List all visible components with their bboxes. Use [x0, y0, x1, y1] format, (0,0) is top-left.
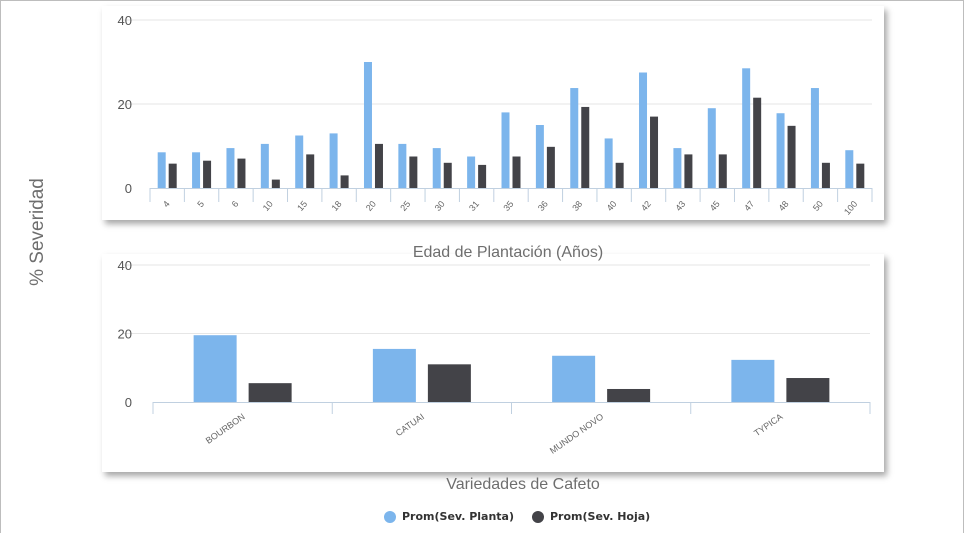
age-bar-hoja — [684, 154, 693, 188]
age-bar-planta — [329, 133, 338, 188]
variety-bar-planta — [731, 359, 775, 402]
age-bar-hoja — [237, 158, 246, 188]
age-bar-planta — [501, 112, 510, 188]
age-bar-hoja — [203, 160, 212, 188]
age-bar-planta — [776, 113, 785, 188]
age-label: 35 — [501, 199, 515, 213]
y-axis-title: % Severidad — [27, 178, 48, 286]
age-bar-planta — [363, 62, 372, 188]
age-label: 25 — [398, 199, 412, 213]
legend-marker-hoja — [532, 510, 544, 523]
variety-label: CATUAI — [394, 411, 426, 438]
age-label: 38 — [570, 199, 584, 213]
x-axis-title-age: Edad de Plantación (Años) — [412, 244, 604, 261]
age-label: 36 — [536, 199, 550, 213]
age-label: 47 — [742, 199, 756, 213]
age-bar-planta — [432, 148, 441, 188]
variety-bar-planta — [193, 335, 237, 402]
variety-bar-planta — [372, 348, 416, 402]
age-label: 10 — [261, 199, 275, 213]
age-bar-planta — [673, 148, 682, 188]
age-bar-planta — [192, 152, 201, 188]
age-bar-hoja — [409, 156, 418, 188]
age-bar-planta — [604, 138, 613, 188]
age-bar-planta — [260, 143, 269, 188]
variety-y-tick-label: 40 — [118, 258, 132, 273]
age-bar-hoja — [856, 163, 865, 188]
age-bar-hoja — [821, 162, 830, 188]
age-label: 15 — [295, 199, 309, 213]
age-label: 50 — [811, 199, 825, 213]
age-label: 45 — [708, 199, 722, 213]
variety-y-tick-label: 0 — [125, 395, 132, 410]
variety-y-tick-label: 20 — [118, 327, 132, 342]
age-bar-hoja — [512, 156, 521, 188]
legend-item-hoja[interactable]: Prom(Sev. Hoja) — [532, 510, 650, 523]
age-label: 6 — [230, 199, 241, 209]
age-bar-planta — [226, 148, 235, 188]
age-label: 43 — [673, 199, 687, 213]
age-bar-planta — [467, 156, 476, 188]
age-bar-hoja — [340, 175, 349, 188]
legend-label-hoja: Prom(Sev. Hoja) — [550, 510, 651, 523]
age-bar-planta — [157, 152, 166, 188]
age-bar-planta — [639, 72, 648, 188]
variety-bar-hoja — [607, 388, 651, 402]
age-label: 20 — [364, 199, 378, 213]
age-bar-hoja — [650, 116, 659, 188]
variety-label: BOURBON — [204, 411, 247, 445]
age-bar-hoja — [306, 154, 315, 188]
legend-marker-planta — [384, 510, 396, 523]
variety-bar-hoja — [427, 364, 471, 402]
legend-label-planta: Prom(Sev. Planta) — [402, 510, 514, 523]
variety-label: MUNDO NOVO — [548, 411, 605, 455]
legend-item-planta[interactable]: Prom(Sev. Planta) — [384, 510, 514, 523]
age-bar-hoja — [581, 106, 590, 188]
age-bar-hoja — [753, 97, 762, 188]
variety-bar-hoja — [248, 383, 292, 402]
variety-label: TYPICA — [752, 411, 784, 438]
variety-bar-hoja — [786, 378, 830, 402]
age-y-tick-label: 0 — [125, 181, 132, 196]
age-label: 40 — [605, 199, 619, 213]
age-bar-hoja — [718, 154, 727, 188]
age-bar-hoja — [615, 162, 624, 188]
variety-bar-planta — [552, 355, 596, 402]
age-label: 18 — [330, 199, 344, 213]
age-bar-planta — [742, 68, 751, 188]
age-y-tick-label: 20 — [118, 97, 132, 112]
age-bar-planta — [295, 135, 304, 188]
legend: Prom(Sev. Planta) Prom(Sev. Hoja) — [384, 510, 650, 523]
age-bar-hoja — [478, 164, 487, 188]
age-bar-hoja — [443, 162, 452, 188]
age-label: 4 — [161, 199, 172, 209]
age-bar-hoja — [374, 143, 383, 188]
age-bar-hoja — [787, 125, 796, 188]
age-label: 30 — [433, 199, 447, 213]
age-bar-planta — [570, 88, 579, 188]
age-bar-planta — [707, 108, 716, 188]
age-bar-planta — [810, 88, 819, 188]
x-axis-title-variety: Variedades de Cafeto — [446, 476, 600, 493]
age-label: 31 — [467, 199, 481, 213]
age-bar-planta — [845, 150, 854, 188]
age-bar-hoja — [168, 163, 177, 188]
age-y-tick-label: 40 — [118, 13, 132, 28]
age-bar-planta — [398, 143, 407, 188]
age-label: 48 — [776, 199, 790, 213]
age-label: 100 — [842, 199, 859, 217]
age-bar-hoja — [271, 179, 280, 188]
age-bar-planta — [535, 125, 544, 188]
age-bar-hoja — [546, 146, 555, 188]
age-label: 5 — [195, 199, 206, 209]
age-label: 42 — [639, 199, 653, 213]
